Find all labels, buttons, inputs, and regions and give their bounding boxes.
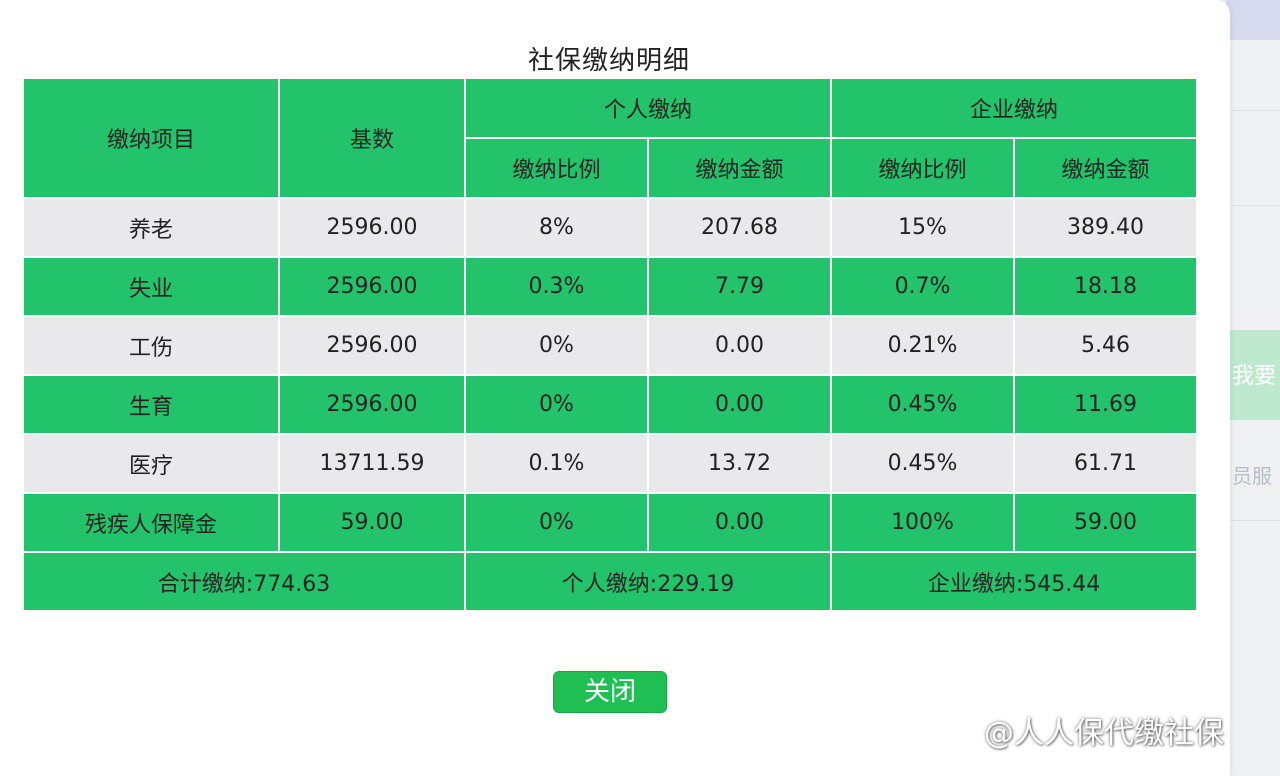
table-header-row: 缴纳项目 基数 个人缴纳 企业缴纳 [24, 79, 1197, 197]
watermark-logo-icon [948, 721, 978, 739]
cell-item: 养老 [24, 199, 278, 256]
cell-personal-amount: 7.79 [649, 258, 831, 315]
cell-company-ratio: 0.45% [832, 435, 1014, 492]
header-item: 缴纳项目 [24, 79, 278, 197]
header-personal-ratio: 缴纳比例 [466, 139, 647, 197]
dialog-title: 社保缴纳明细 [527, 46, 690, 76]
cell-base: 2596.00 [280, 317, 464, 374]
watermark-text: @人人保代缴社保 [984, 716, 1224, 751]
cell-base: 2596.00 [280, 199, 464, 256]
total-contribution: 合计缴纳:774.63 [24, 553, 464, 610]
cell-base: 2596.00 [280, 376, 464, 433]
cell-company-amount: 18.18 [1015, 258, 1197, 315]
cell-personal-ratio: 0.1% [466, 435, 647, 492]
cell-item: 失业 [24, 258, 278, 315]
close-button[interactable]: 关闭 [553, 671, 667, 713]
social-insurance-detail-dialog: 社保缴纳明细 缴纳项目 基数 个人缴纳 企业缴纳 缴纳比例 缴纳金额 缴纳比例 … [0, 0, 1230, 776]
table-row: 工伤 2596.00 0% 0.00 0.21% 5.46 [24, 317, 1197, 374]
header-base: 基数 [280, 79, 464, 197]
table-subheader-row: 缴纳比例 缴纳金额 缴纳比例 缴纳金额 [24, 139, 1197, 197]
cell-company-amount: 11.69 [1015, 376, 1197, 433]
table-row: 残疾人保障金 59.00 0% 0.00 100% 59.00 [24, 494, 1197, 551]
cell-item: 工伤 [24, 317, 278, 374]
cell-company-amount: 389.40 [1015, 199, 1197, 256]
cell-company-ratio: 0.21% [832, 317, 1014, 374]
cell-item: 生育 [24, 376, 278, 433]
cell-company-amount: 5.46 [1015, 317, 1197, 374]
cell-personal-amount: 0.00 [649, 494, 831, 551]
background-header-strip [1226, 0, 1280, 40]
background-button-text: 我要 [1232, 364, 1277, 389]
header-company-amount: 缴纳金额 [1015, 139, 1197, 197]
background-divider [1230, 520, 1280, 521]
cell-company-ratio: 0.45% [832, 376, 1014, 433]
cell-company-amount: 59.00 [1015, 494, 1197, 551]
background-text: 员服 [1232, 464, 1272, 488]
table-row: 养老 2596.00 8% 207.68 15% 389.40 [24, 199, 1197, 256]
cell-company-amount: 61.71 [1015, 435, 1197, 492]
cell-personal-amount: 0.00 [649, 317, 831, 374]
header-personal: 个人缴纳 [466, 79, 831, 137]
company-total: 企业缴纳:545.44 [832, 553, 1197, 610]
cell-personal-ratio: 0% [466, 376, 647, 433]
header-company: 企业缴纳 [832, 79, 1197, 137]
header-personal-amount: 缴纳金额 [649, 139, 831, 197]
background-divider [1230, 205, 1280, 206]
cell-personal-ratio: 8% [466, 199, 647, 256]
table-row: 生育 2596.00 0% 0.00 0.45% 11.69 [24, 376, 1197, 433]
table-row: 失业 2596.00 0.3% 7.79 0.7% 18.18 [24, 258, 1197, 315]
cell-personal-ratio: 0% [466, 494, 647, 551]
cell-company-ratio: 0.7% [832, 258, 1014, 315]
cell-personal-amount: 0.00 [649, 376, 831, 433]
personal-total: 个人缴纳:229.19 [466, 553, 831, 610]
cell-base: 13711.59 [280, 435, 464, 492]
header-company-ratio: 缴纳比例 [832, 139, 1014, 197]
cell-personal-amount: 207.68 [649, 199, 831, 256]
cell-company-ratio: 100% [832, 494, 1014, 551]
watermark: @人人保代缴社保 [948, 708, 1224, 752]
table-footer-row: 合计缴纳:774.63 个人缴纳:229.19 企业缴纳:545.44 [24, 553, 1197, 610]
table-row: 医疗 13711.59 0.1% 13.72 0.45% 61.71 [24, 435, 1197, 492]
contribution-detail-table: 缴纳项目 基数 个人缴纳 企业缴纳 缴纳比例 缴纳金额 缴纳比例 缴纳金额 养老… [22, 77, 1199, 612]
cell-company-ratio: 15% [832, 199, 1014, 256]
background-divider [1230, 110, 1280, 111]
cell-personal-ratio: 0% [466, 317, 647, 374]
cell-personal-amount: 13.72 [649, 435, 831, 492]
cell-item: 医疗 [24, 435, 278, 492]
cell-item: 残疾人保障金 [24, 494, 278, 551]
cell-base: 2596.00 [280, 258, 464, 315]
background-green-button [1230, 330, 1280, 420]
cell-personal-ratio: 0.3% [466, 258, 647, 315]
cell-base: 59.00 [280, 494, 464, 551]
